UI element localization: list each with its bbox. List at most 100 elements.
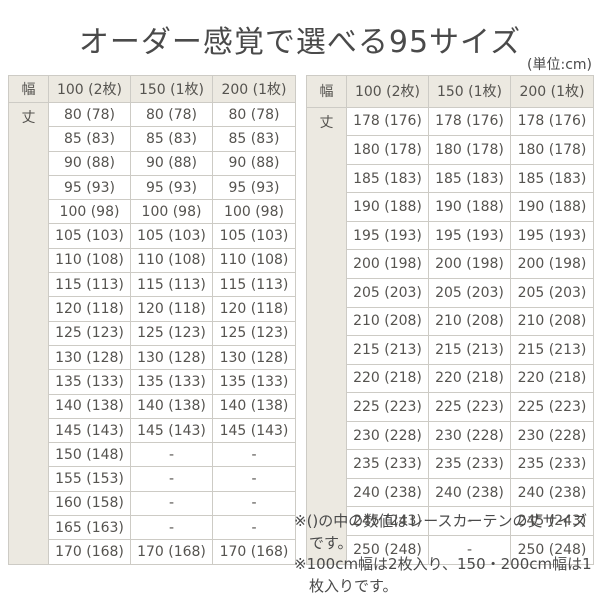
size-cell: 240 (238) bbox=[428, 477, 511, 508]
size-cell: 90 (88) bbox=[212, 150, 296, 176]
table-row: 140 (138) 140 (138) 140 (138) bbox=[9, 393, 296, 419]
column-header-cell: 200 (1枚) bbox=[510, 75, 594, 108]
size-cell: 178 (176) bbox=[346, 106, 429, 137]
size-cell: - bbox=[212, 490, 296, 517]
size-cell: 80 (78) bbox=[48, 101, 131, 128]
size-cell: 210 (208) bbox=[428, 306, 511, 337]
size-cell: 130 (128) bbox=[130, 344, 213, 371]
size-cell: 115 (113) bbox=[48, 272, 131, 298]
size-cell: 180 (178) bbox=[346, 135, 429, 165]
size-cell: 195 (193) bbox=[428, 220, 511, 251]
footnote-panel-count: ※100cm幅は2枚入り、150・200cm幅は1枚入りです。 bbox=[294, 555, 592, 595]
table-row: 丈 178 (176) 178 (176) 178 (176) bbox=[306, 106, 594, 565]
size-table-long-lengths: 幅 100 (2枚) 150 (1枚) 200 (1枚) 丈 178 (176) 178 (… bbox=[306, 75, 594, 565]
size-cell: 120 (118) bbox=[48, 296, 131, 322]
size-cell: 215 (213) bbox=[428, 335, 511, 365]
table-row: 190 (188) 190 (188) 190 (188) bbox=[307, 192, 594, 222]
size-cell: 225 (223) bbox=[346, 392, 429, 422]
size-cell: - bbox=[130, 442, 213, 468]
table-row: 235 (233) 235 (233) 235 (233) bbox=[307, 449, 594, 479]
size-cell: 200 (198) bbox=[510, 249, 594, 279]
size-cell: 145 (143) bbox=[212, 417, 296, 444]
size-cell: 220 (218) bbox=[428, 363, 511, 394]
length-header-cell: 丈 bbox=[306, 106, 347, 565]
header-row: 幅 100 (2枚) 150 (1枚) 200 (1枚) bbox=[306, 75, 594, 108]
size-cell: 140 (138) bbox=[212, 393, 296, 419]
size-cell: 105 (103) bbox=[130, 223, 213, 249]
size-cell: - bbox=[130, 515, 213, 541]
column-header-cell: 100 (2枚) bbox=[346, 75, 429, 108]
size-cell: 95 (93) bbox=[212, 174, 296, 201]
table-row: 220 (218) 220 (218) 220 (218) bbox=[307, 363, 594, 394]
size-cell: 85 (83) bbox=[130, 126, 213, 152]
size-cell: - bbox=[212, 515, 296, 541]
size-cell: - bbox=[212, 466, 296, 492]
size-cell: - bbox=[130, 490, 213, 517]
size-cell: 225 (223) bbox=[510, 392, 594, 422]
size-cell: 135 (133) bbox=[130, 369, 213, 395]
footnotes: ※()の中の数値はレースカーテンの丈サイズです。 ※100cm幅は2枚入り、15… bbox=[294, 511, 596, 597]
size-cell: 80 (78) bbox=[212, 101, 296, 128]
size-cell: 120 (118) bbox=[212, 296, 296, 322]
size-cell: 195 (193) bbox=[510, 220, 594, 251]
width-header-cell: 幅 bbox=[8, 75, 49, 103]
page-title: オーダー感覚で選べる95サイズ bbox=[78, 25, 522, 60]
size-cell: 120 (118) bbox=[130, 296, 213, 322]
size-cell: 100 (98) bbox=[130, 199, 213, 225]
size-cell: 100 (98) bbox=[212, 199, 296, 225]
table-row: 95 (93) 95 (93) 95 (93) bbox=[9, 174, 296, 201]
table-row: 245 (243) -245 (243) bbox=[307, 506, 594, 536]
size-cell: 110 (108) bbox=[48, 247, 131, 274]
size-cell: 235 (233) bbox=[428, 449, 511, 479]
size-table-short-lengths: 幅 100 (2枚) 150 (1枚) 200 (1枚) 丈 80 (78) 80 (78)… bbox=[8, 75, 296, 565]
size-cell: 95 (93) bbox=[130, 174, 213, 201]
table-row: 120 (118) 120 (118) 120 (118) bbox=[9, 296, 296, 322]
size-cell: 200 (198) bbox=[428, 249, 511, 279]
table-row: 135 (133) 135 (133) 135 (133) bbox=[9, 369, 296, 395]
width-header-cell: 幅 bbox=[306, 75, 347, 108]
size-cell: 195 (193) bbox=[346, 220, 429, 251]
table-row: 185 (183) 185 (183) 185 (183) bbox=[307, 163, 594, 194]
size-cell: 140 (138) bbox=[130, 393, 213, 419]
size-cell: 205 (203) bbox=[510, 278, 594, 308]
size-cell: 185 (183) bbox=[346, 163, 429, 194]
table-row: 155 (153) - - bbox=[9, 466, 296, 492]
size-cell: 178 (176) bbox=[510, 106, 594, 137]
size-cell: 95 (93) bbox=[48, 174, 131, 201]
table-row: 115 (113) 115 (113) 115 (113) bbox=[9, 272, 296, 298]
size-cell: 205 (203) bbox=[346, 278, 429, 308]
size-cell: 115 (113) bbox=[130, 272, 213, 298]
table-row: 85 (83) 85 (83) 85 (83) bbox=[9, 126, 296, 152]
table-row: 145 (143) 145 (143) 145 (143) bbox=[9, 417, 296, 444]
table-row: 125 (123) 125 (123) 125 (123) bbox=[9, 320, 296, 346]
size-cell: 140 (138) bbox=[48, 393, 131, 419]
table-row: 100 (98) 100 (98) 100 (98) bbox=[9, 199, 296, 225]
size-cell: 100 (98) bbox=[48, 199, 131, 225]
size-cell: 250 (248) bbox=[510, 534, 594, 565]
size-cell: - bbox=[130, 466, 213, 492]
size-tables-container: 幅 100 (2枚) 150 (1枚) 200 (1枚) 丈 80 (78) 80 (78)… bbox=[8, 75, 594, 565]
size-cell: 245 (243) bbox=[510, 506, 594, 536]
size-cell: 235 (233) bbox=[346, 449, 429, 479]
column-header-cell: 150 (1枚) bbox=[428, 75, 511, 108]
table-row: 110 (108) 110 (108) 110 (108) bbox=[9, 247, 296, 274]
table-row: 180 (178) 180 (178) 180 (178) bbox=[307, 135, 594, 165]
table-row: 225 (223) 225 (223) 225 (223) bbox=[307, 392, 594, 422]
size-cell: 225 (223) bbox=[428, 392, 511, 422]
table-row: 105 (103) 105 (103) 105 (103) bbox=[9, 223, 296, 249]
size-cell: 85 (83) bbox=[48, 126, 131, 152]
size-cell: 190 (188) bbox=[346, 192, 429, 222]
table-row: 205 (203) 205 (203) 205 (203) bbox=[307, 278, 594, 308]
size-cell: 215 (213) bbox=[510, 335, 594, 365]
size-cell: 230 (228) bbox=[510, 420, 594, 451]
table-row: 90 (88) 90 (88) 90 (88) bbox=[9, 150, 296, 176]
table-row: 丈 80 (78) 80 (78) 80 (78) bbox=[8, 101, 296, 565]
size-cell: 180 (178) bbox=[428, 135, 511, 165]
table-row: 170 (168) 170 (168) 170 (168) bbox=[9, 539, 296, 565]
table-row: 165 (163) - - bbox=[9, 515, 296, 541]
table-row: 210 (208) 210 (208) 210 (208) bbox=[307, 306, 594, 337]
size-cell: 90 (88) bbox=[48, 150, 131, 176]
size-cell: 190 (188) bbox=[428, 192, 511, 222]
size-cell: 220 (218) bbox=[510, 363, 594, 394]
footnote-lace-length: ※()の中の数値はレースカーテンの丈サイズです。 bbox=[294, 512, 588, 552]
